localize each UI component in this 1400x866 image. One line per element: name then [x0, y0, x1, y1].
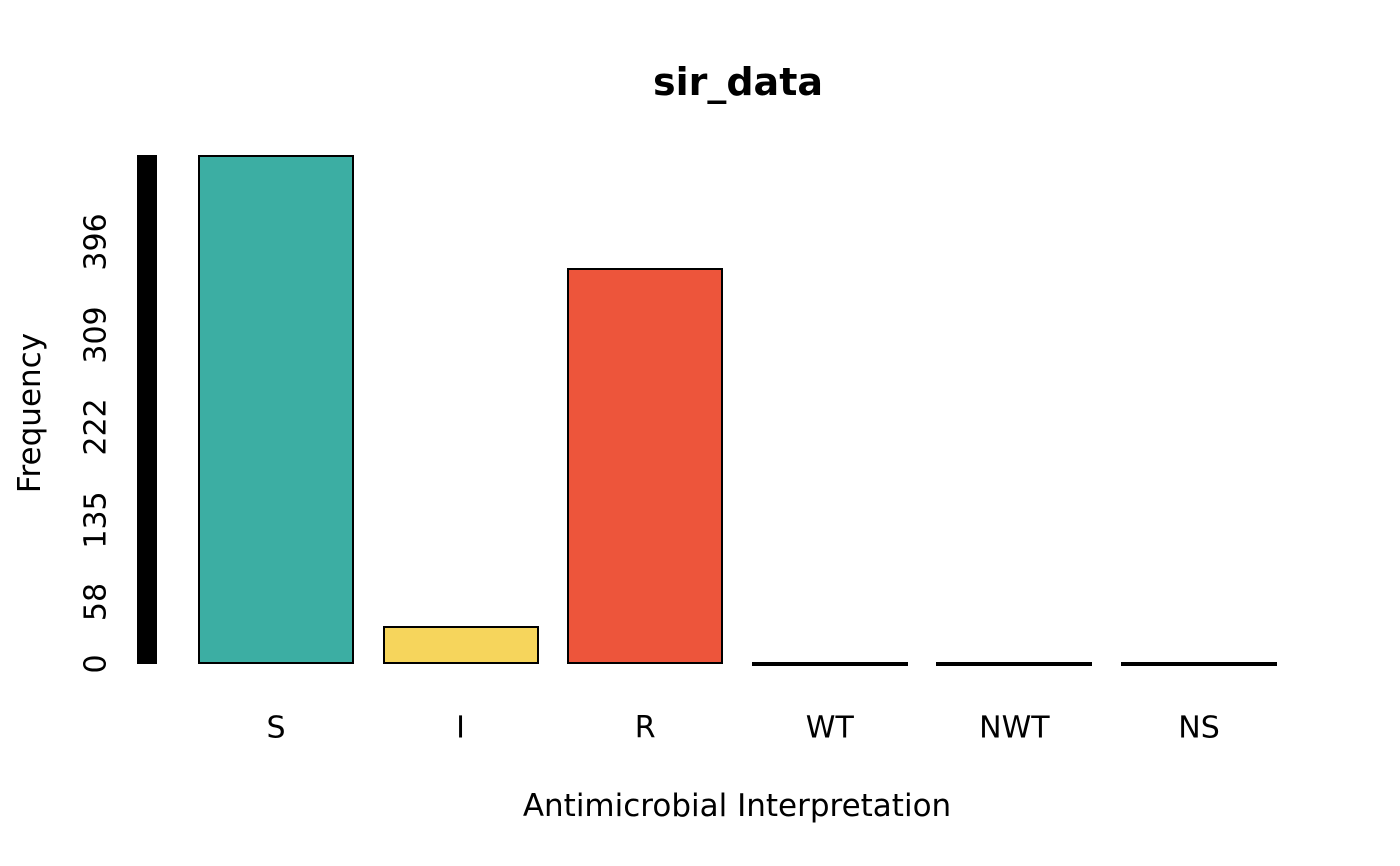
x-category-label-nwt: NWT: [979, 710, 1050, 746]
y-tick-label-135: 135: [78, 491, 114, 549]
y-tick-label-0: 0: [78, 654, 114, 674]
y-tick-label-222: 222: [78, 398, 114, 457]
x-axis-label: Antimicrobial Interpretation: [522, 788, 952, 824]
bar-s: [198, 154, 354, 664]
x-category-label-ns: NS: [1178, 710, 1220, 746]
x-category-label-wt: WT: [805, 710, 854, 746]
y-tick-label-396: 396: [78, 213, 114, 271]
chart-title: sir_data: [652, 60, 824, 104]
bar-nwt: [936, 662, 1093, 666]
x-category-label-r: R: [634, 710, 656, 746]
bar-r: [567, 267, 724, 664]
bar-i: [382, 625, 539, 664]
bar-ns: [1121, 662, 1277, 666]
y-tick-label-58: 58: [78, 583, 114, 622]
x-category-label-s: S: [266, 710, 286, 746]
bar-wt: [751, 662, 908, 666]
x-category-label-i: I: [456, 710, 466, 746]
y-tick-label-309: 309: [78, 306, 114, 364]
y-axis-label: Frequency: [12, 332, 48, 494]
y-axis-bar: [137, 154, 157, 664]
